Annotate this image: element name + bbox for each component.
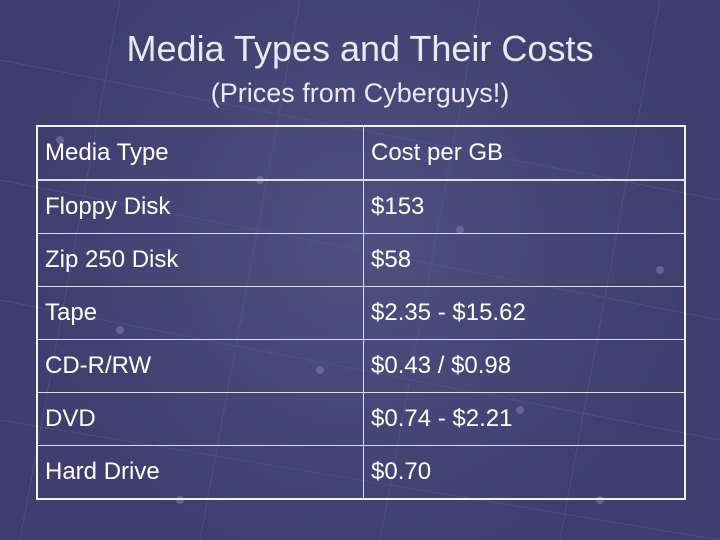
media-type-cell: Floppy Disk xyxy=(36,179,364,234)
media-type-cell: CD-R/RW xyxy=(36,339,364,393)
cost-cell: $0.74 - $2.21 xyxy=(363,392,686,446)
cost-cell: $153 xyxy=(363,179,686,234)
cost-cell: $0.43 / $0.98 xyxy=(363,339,686,393)
table-header-row: Media Type Cost per GB xyxy=(36,125,686,181)
media-type-cell: DVD xyxy=(36,392,364,446)
header-media-type: Media Type xyxy=(36,125,364,181)
table-row: DVD $0.74 - $2.21 xyxy=(36,392,686,446)
table-row: Tape $2.35 - $15.62 xyxy=(36,286,686,340)
cost-cell: $58 xyxy=(363,233,686,287)
table-row: Floppy Disk $153 xyxy=(36,179,686,234)
media-type-cell: Tape xyxy=(36,286,364,340)
cost-cell: $2.35 - $15.62 xyxy=(363,286,686,340)
media-cost-table: Media Type Cost per GB Floppy Disk $153 … xyxy=(36,125,686,500)
table-row: Zip 250 Disk $58 xyxy=(36,233,686,287)
slide-title: Media Types and Their Costs xyxy=(126,28,594,69)
cost-cell: $0.70 xyxy=(363,445,686,500)
media-type-cell: Hard Drive xyxy=(36,445,364,500)
media-type-cell: Zip 250 Disk xyxy=(36,233,364,287)
table-row: Hard Drive $0.70 xyxy=(36,445,686,500)
header-cost-per-gb: Cost per GB xyxy=(363,125,686,181)
table-row: CD-R/RW $0.43 / $0.98 xyxy=(36,339,686,393)
slide-subtitle: (Prices from Cyberguys!) xyxy=(210,78,510,108)
